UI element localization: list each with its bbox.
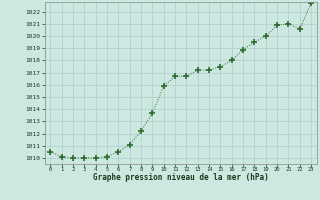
X-axis label: Graphe pression niveau de la mer (hPa): Graphe pression niveau de la mer (hPa) — [93, 173, 269, 182]
